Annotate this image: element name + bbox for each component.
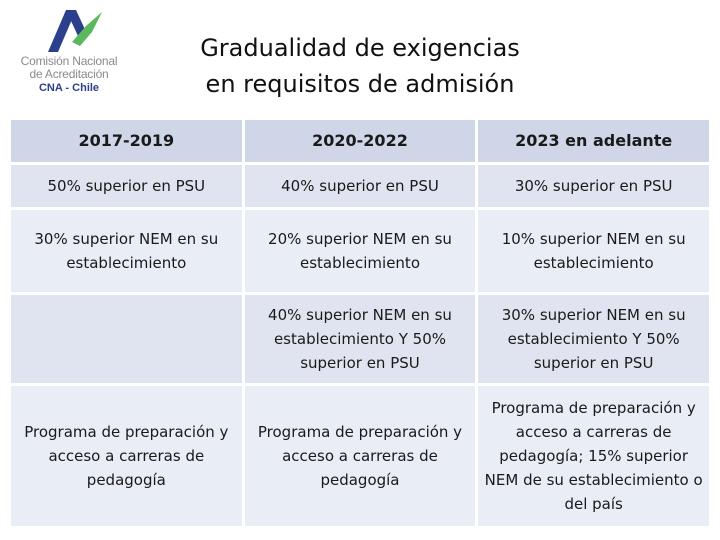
- column-header: 2020-2022: [241, 117, 479, 165]
- admission-requirements-table: 2017-2019 2020-2022 2023 en adelante 50%…: [8, 117, 712, 529]
- logo-text-line1: Comisión Nacional: [20, 54, 118, 68]
- table-row: 50% superior en PSU 40% superior en PSU …: [8, 162, 712, 210]
- table-cell: Programa de preparación y acceso a carre…: [475, 383, 712, 529]
- table-cell: 30% superior en PSU: [475, 162, 712, 210]
- column-header: 2017-2019: [8, 117, 245, 165]
- table-header-row: 2017-2019 2020-2022 2023 en adelante: [8, 117, 712, 165]
- table-cell: 10% superior NEM en su establecimiento: [475, 207, 712, 295]
- table-row: Programa de preparación y acceso a carre…: [8, 383, 712, 529]
- table-cell: 30% superior NEM en su establecimiento: [8, 207, 245, 295]
- page-title-line1: Gradualidad de exigencias: [200, 34, 520, 62]
- table-cell: 50% superior en PSU: [8, 162, 245, 210]
- table-cell: [8, 292, 245, 386]
- page-title: Gradualidad de exigencias en requisitos …: [150, 30, 570, 102]
- table-cell: 40% superior en PSU: [241, 162, 479, 210]
- cna-logo: Comisión Nacional de Acreditación CNA - …: [6, 6, 132, 98]
- table-cell: 40% superior NEM en su establecimiento Y…: [241, 292, 479, 386]
- table-row: 40% superior NEM en su establecimiento Y…: [8, 292, 712, 386]
- table-cell: Programa de preparación y acceso a carre…: [8, 383, 245, 529]
- cna-logo-mark-icon: [48, 10, 102, 52]
- table-cell: Programa de preparación y acceso a carre…: [241, 383, 479, 529]
- logo-text-line3: CNA - Chile: [38, 82, 100, 94]
- column-header: 2023 en adelante: [475, 117, 712, 165]
- table-row: 30% superior NEM en su establecimiento 2…: [8, 207, 712, 295]
- page-title-line2: en requisitos de admisión: [205, 70, 515, 98]
- table-cell: 20% superior NEM en su establecimiento: [241, 207, 479, 295]
- table-cell: 30% superior NEM en su establecimiento Y…: [475, 292, 712, 386]
- logo-text-line2: de Acreditación: [29, 67, 109, 81]
